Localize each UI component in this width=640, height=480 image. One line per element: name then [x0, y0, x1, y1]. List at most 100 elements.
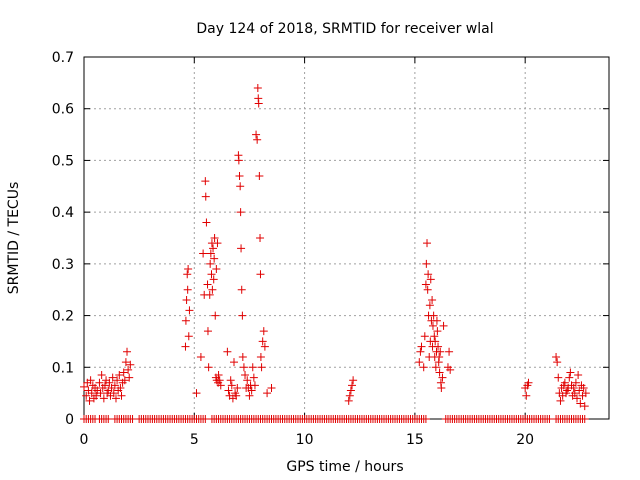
data-point	[431, 337, 440, 346]
data-point	[560, 378, 569, 387]
data-point	[183, 270, 192, 279]
x-tick-label: 5	[190, 432, 199, 448]
data-point	[213, 239, 222, 248]
y-tick-label: 0.2	[52, 309, 74, 325]
data-point	[348, 381, 357, 390]
data-point	[566, 368, 575, 377]
data-point	[253, 84, 262, 93]
data-point	[574, 371, 583, 380]
zero-point	[421, 415, 430, 423]
data-point	[123, 347, 132, 356]
data-point	[436, 347, 445, 356]
plot-frame	[83, 56, 610, 420]
data-point	[556, 396, 565, 405]
data-point	[248, 363, 257, 372]
data-point	[346, 386, 355, 395]
data-point	[522, 391, 531, 400]
data-point	[569, 383, 578, 392]
data-point	[235, 171, 244, 180]
grid	[84, 57, 609, 419]
data-point	[95, 378, 104, 387]
data-point	[579, 383, 588, 392]
data-point	[428, 296, 437, 305]
data-point	[86, 376, 95, 385]
axes	[83, 56, 610, 420]
data-point	[238, 311, 247, 320]
data-point	[344, 396, 353, 405]
y-tick-label: 0.3	[52, 257, 74, 273]
data-point	[256, 234, 265, 242]
data-point	[237, 285, 246, 294]
data-point	[570, 389, 579, 398]
data-point	[249, 373, 258, 382]
zero-point	[580, 415, 589, 423]
data-point	[210, 234, 219, 242]
data-point	[421, 280, 430, 289]
data-point	[247, 386, 256, 395]
data-point	[206, 259, 215, 268]
data-point	[416, 347, 425, 356]
data-point	[237, 244, 246, 253]
data-point	[439, 321, 448, 330]
data-point	[253, 135, 262, 144]
data-point	[184, 265, 193, 274]
data-point	[80, 382, 88, 391]
data-point	[252, 130, 261, 139]
data-point	[201, 177, 210, 186]
data-point	[425, 301, 434, 310]
data-point	[571, 378, 580, 387]
data-point	[524, 378, 533, 387]
data-point	[212, 265, 221, 274]
data-point	[119, 368, 128, 377]
data-point	[205, 290, 214, 299]
data-point	[87, 389, 96, 398]
data-point	[210, 254, 219, 263]
data-point	[575, 386, 584, 395]
data-point	[243, 376, 252, 385]
data-point	[214, 371, 223, 380]
data-point	[432, 316, 441, 325]
data-point	[435, 368, 444, 377]
data-point	[428, 321, 437, 330]
data-point	[120, 376, 129, 385]
y-tick-label: 0	[65, 412, 74, 428]
data-point	[238, 352, 247, 361]
data-point	[100, 381, 109, 390]
data-point	[233, 383, 242, 392]
data-point	[554, 373, 563, 382]
data-point	[226, 376, 235, 385]
data-point	[580, 402, 589, 411]
data-point	[437, 383, 446, 392]
data-point	[250, 381, 259, 390]
data-point	[216, 381, 225, 390]
data-point	[85, 396, 94, 405]
data-point	[184, 332, 193, 341]
data-point	[109, 389, 118, 398]
data-point	[256, 352, 265, 361]
data-point	[181, 316, 190, 325]
data-points	[80, 84, 590, 423]
data-point	[422, 259, 431, 268]
y-tick-label: 0.5	[52, 153, 74, 169]
data-point	[192, 389, 201, 398]
data-point	[181, 342, 190, 351]
data-point	[573, 394, 582, 403]
data-point	[92, 391, 101, 400]
data-point	[239, 363, 248, 372]
data-point	[215, 376, 224, 385]
data-point	[433, 327, 442, 336]
data-point	[429, 311, 438, 320]
data-point	[204, 363, 213, 372]
data-point	[182, 296, 191, 305]
data-point	[419, 363, 428, 372]
data-point	[553, 358, 562, 367]
data-point	[209, 275, 218, 284]
data-point	[111, 394, 120, 403]
data-point	[224, 386, 233, 395]
chart-title: Day 124 of 2018, SRMTID for receiver wla…	[196, 21, 493, 37]
data-point	[124, 365, 133, 374]
data-point	[430, 332, 439, 341]
tick-labels: 0 0.1 0.2 0.3 0.4 0.5 0.6 0.7 0 5 10 15 20	[52, 50, 534, 448]
x-tick-label: 10	[296, 432, 314, 448]
